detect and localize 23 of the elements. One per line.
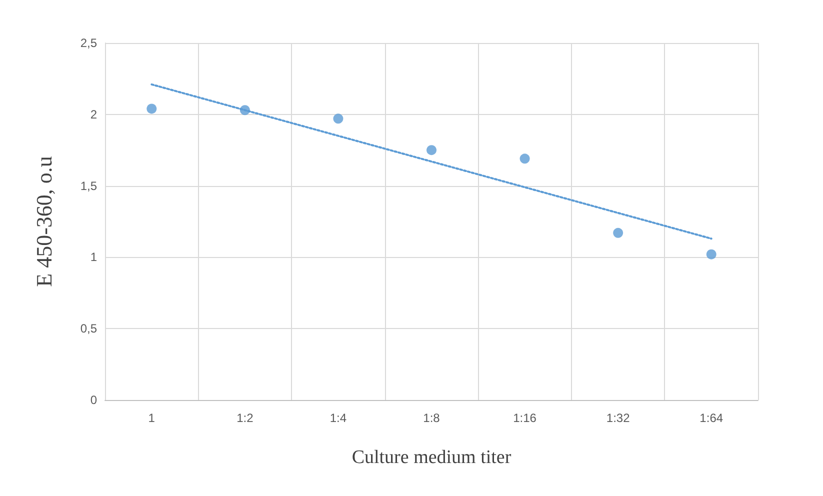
y-axis-title: E 450-360, o.u xyxy=(32,156,56,287)
point xyxy=(520,154,530,164)
x-tick-label: 1:32 xyxy=(606,411,630,425)
point xyxy=(426,145,436,156)
x-tick-label: 1 xyxy=(148,411,156,425)
x-tick-label: 1:4 xyxy=(330,411,347,425)
y-tick-label: 0 xyxy=(90,393,98,407)
line-series xyxy=(150,83,712,240)
point xyxy=(706,249,716,260)
y-tick-label: 1 xyxy=(90,250,98,264)
y-tick-label: 0,5 xyxy=(80,322,98,336)
point xyxy=(613,228,624,238)
y-tick-label: 1,5 xyxy=(80,178,98,193)
point xyxy=(146,104,157,114)
x-tick-label: 1:8 xyxy=(423,411,440,425)
point xyxy=(333,114,344,124)
y-tick-label: 2,5 xyxy=(80,36,98,50)
x-tick-label: 1:2 xyxy=(236,411,254,425)
x-tick-label: 1:16 xyxy=(513,411,537,425)
point xyxy=(240,105,250,116)
y-tick-label: 2 xyxy=(90,107,98,122)
x-axis-title: Culture medium titer xyxy=(352,447,512,468)
x-tick-label: 1:64 xyxy=(700,411,724,425)
